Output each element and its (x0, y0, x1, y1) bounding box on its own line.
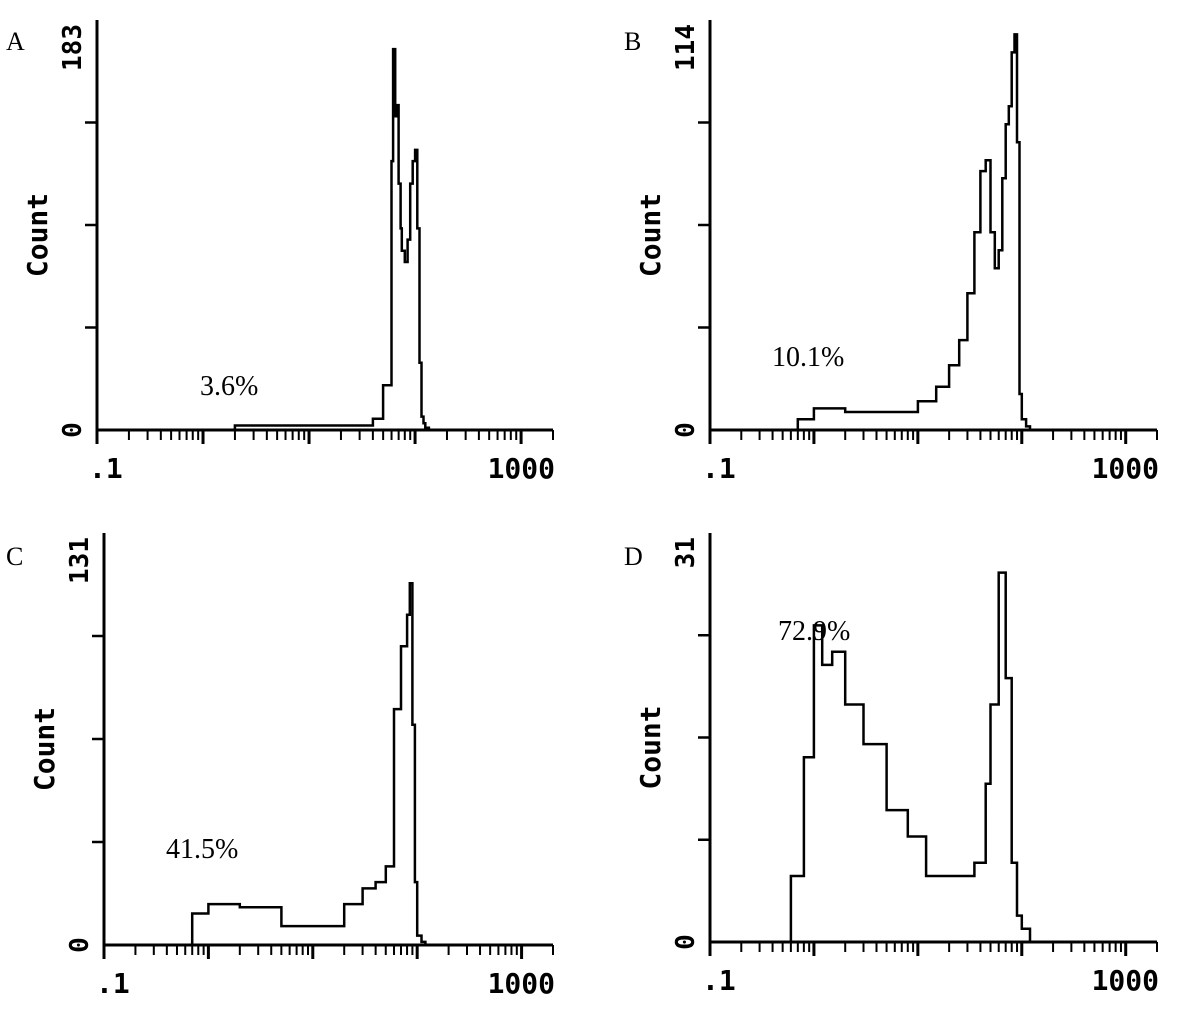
y-max-label: 31 (671, 537, 701, 568)
panel-label: A (6, 27, 25, 56)
x-tick-label: 1000 (1092, 964, 1159, 997)
y-min-label: 0 (671, 422, 701, 438)
histogram-line (104, 582, 553, 947)
histogram-line (97, 47, 553, 432)
y-min-label: 0 (65, 937, 95, 953)
y-axis-label: Count (21, 193, 54, 277)
percent-annotation: 41.5% (166, 834, 238, 865)
histogram-line (710, 33, 1157, 432)
percent-annotation: 72.9% (778, 616, 850, 647)
x-tick-label: 1000 (1092, 452, 1159, 485)
x-tick-label: .1 (89, 452, 123, 485)
x-tick-label: .1 (96, 967, 130, 1000)
panel-label: B (624, 27, 641, 56)
panel-label: D (624, 542, 643, 571)
percent-annotation: 10.1% (772, 342, 844, 373)
histogram-line (710, 571, 1157, 944)
y-max-label: 114 (671, 24, 701, 71)
percent-annotation: 3.6% (200, 371, 258, 402)
x-tick-label: 1000 (488, 967, 555, 1000)
x-tick-label: .1 (702, 964, 736, 997)
panel-d: D 31 0 Count .1 1000 72.9% (624, 533, 1159, 997)
y-max-label: 131 (65, 537, 95, 584)
panel-b: B 114 0 Count .1 1000 10.1% (624, 20, 1159, 485)
panel-c: C 131 0 Count .1 1000 41.5% (6, 533, 555, 1000)
x-tick-label: 1000 (488, 452, 555, 485)
y-axis-label: Count (28, 707, 61, 791)
y-min-label: 0 (671, 934, 701, 950)
panel-a: A 183 0 Count .1 1000 3.6% (6, 20, 555, 485)
y-axis-label: Count (634, 705, 667, 789)
x-tick-label: .1 (702, 452, 736, 485)
y-min-label: 0 (58, 422, 88, 438)
y-max-label: 183 (58, 24, 88, 71)
y-axis-label: Count (634, 193, 667, 277)
panel-label: C (6, 542, 23, 571)
